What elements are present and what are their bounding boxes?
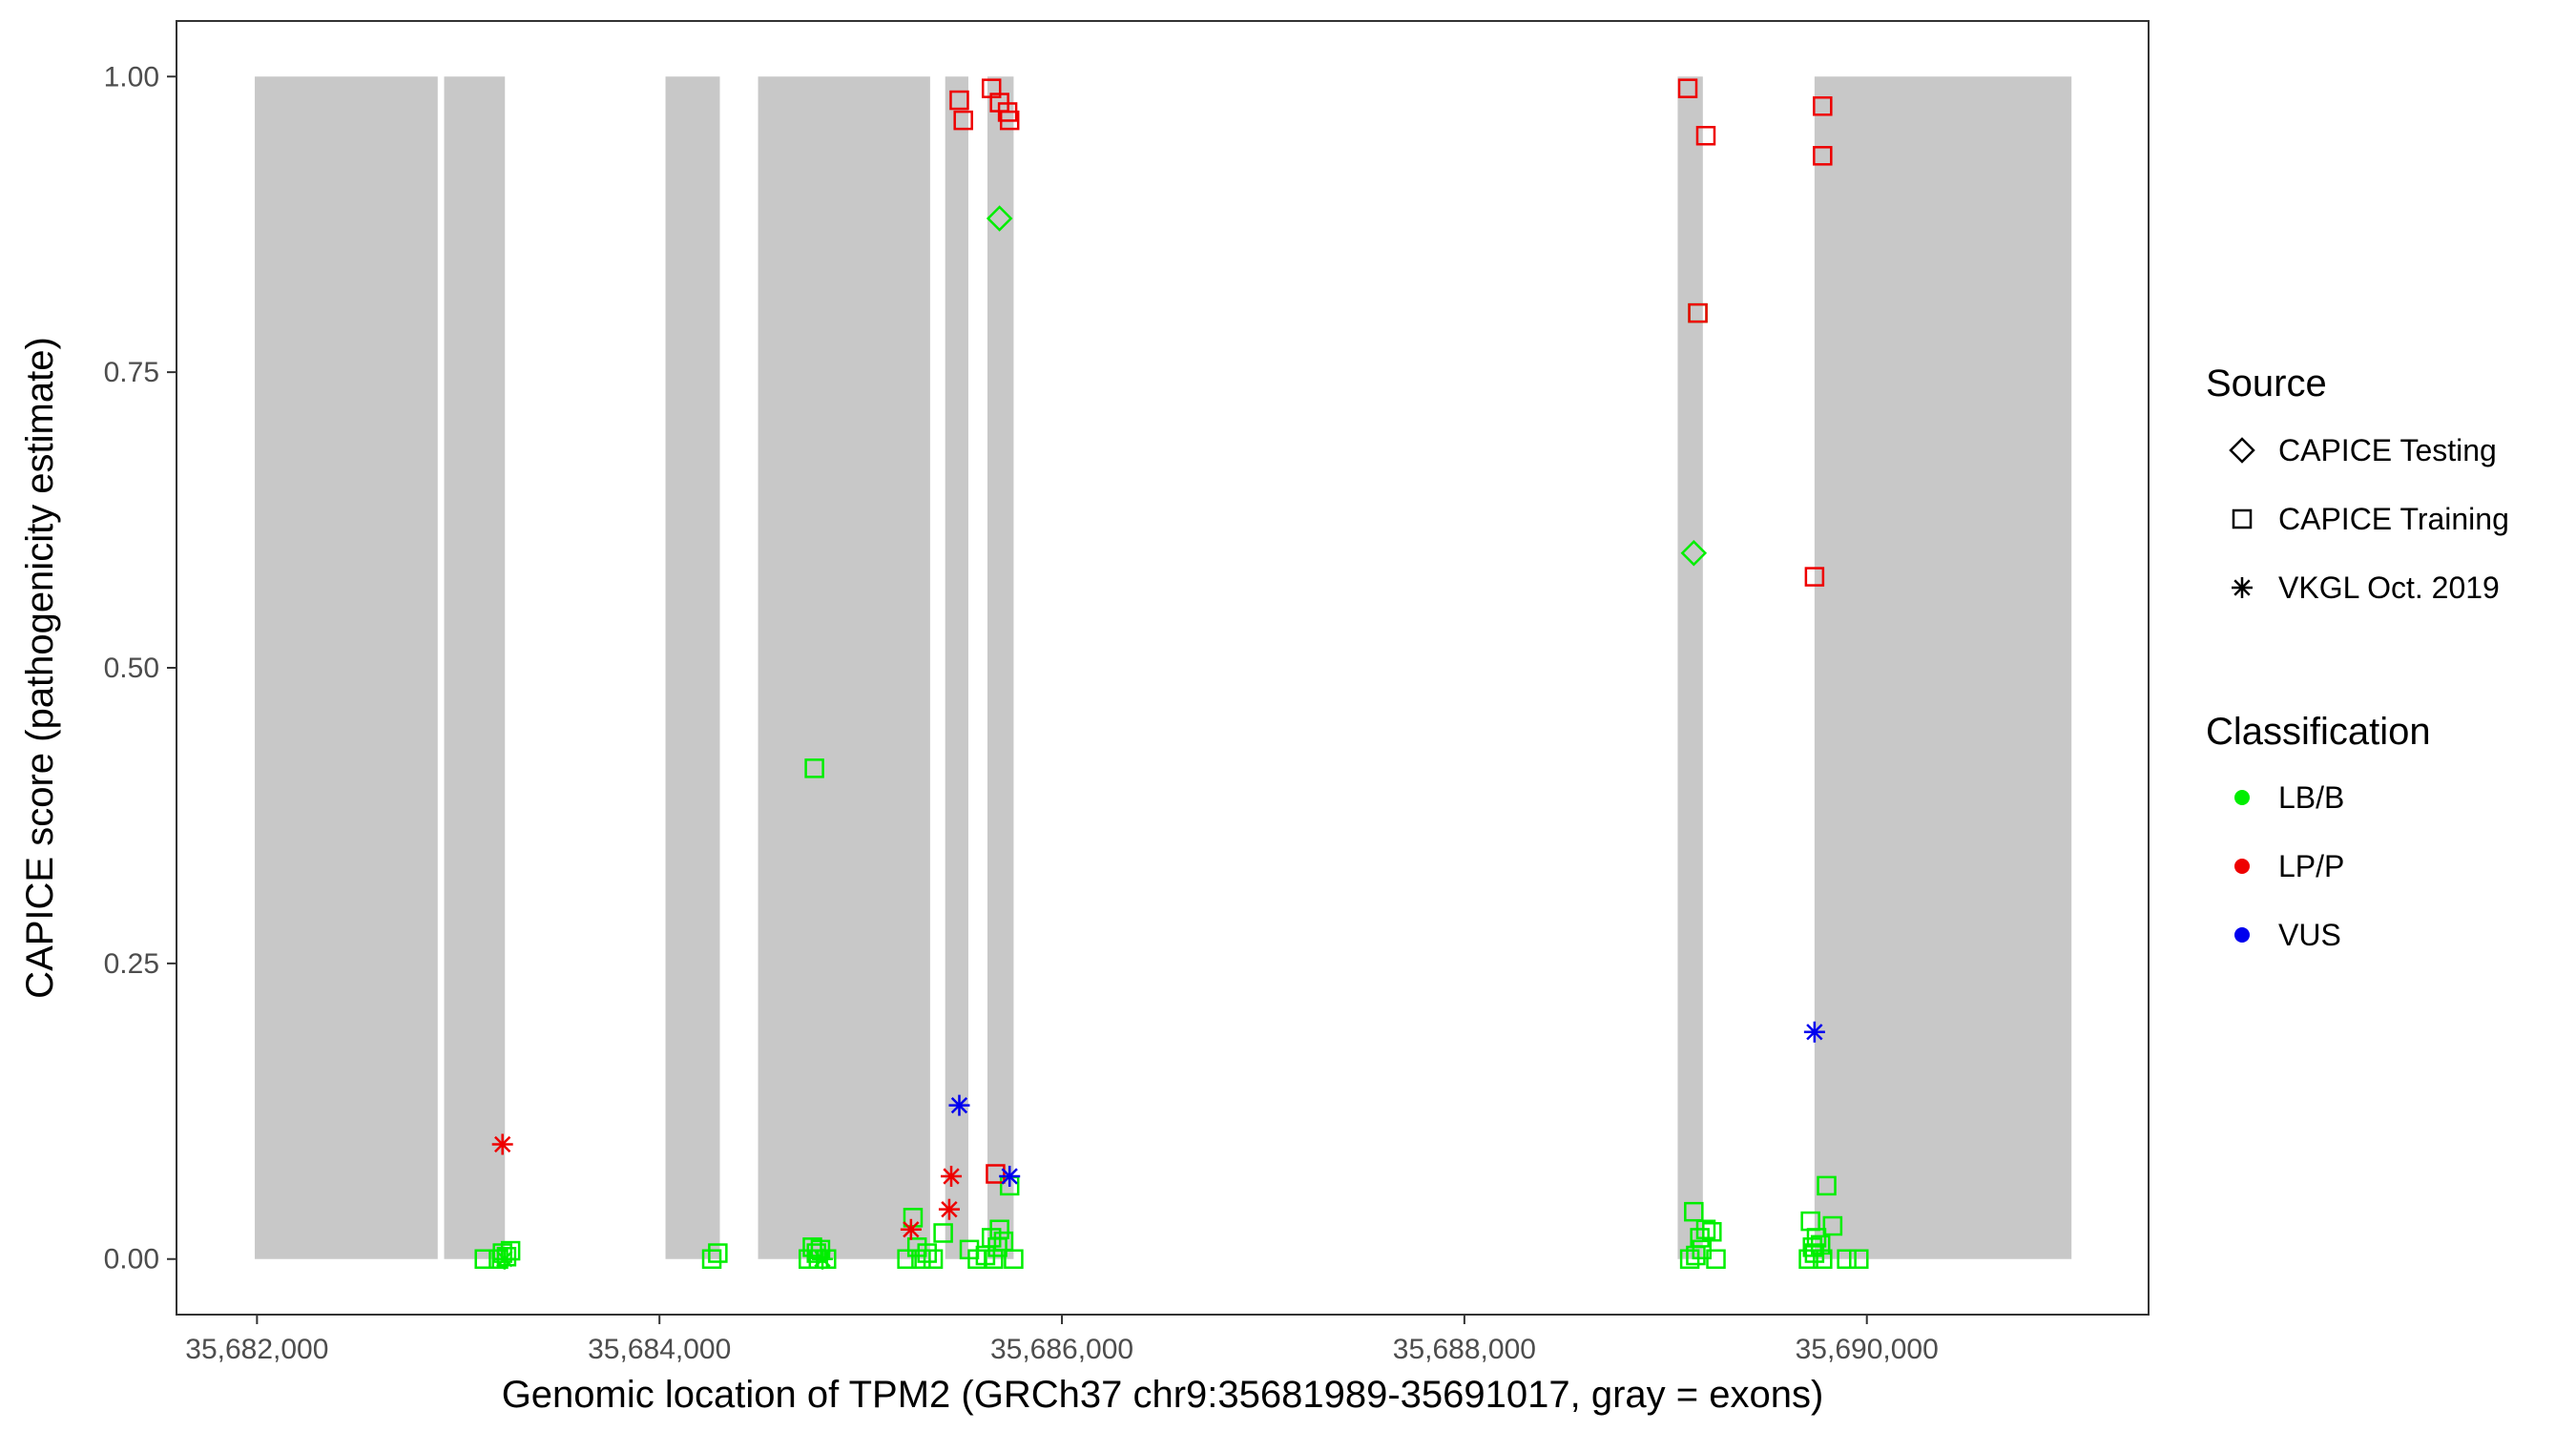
- legend-key-square: [2232, 508, 2253, 529]
- data-point-lb-b-square: [1684, 1201, 1704, 1222]
- data-point-lb-b-square: [1810, 1234, 1831, 1255]
- legend-label-classification: VUS: [2278, 918, 2341, 952]
- data-point-lb-b-square: [701, 1249, 722, 1269]
- data-point-lp-p-asterisk: [941, 1165, 963, 1187]
- data-point-lp-p-square: [953, 110, 973, 131]
- data-point-vus-asterisk: [948, 1094, 970, 1116]
- legend-source-title: Source: [2206, 363, 2327, 404]
- data-points: [474, 78, 1869, 1270]
- data-point-lb-b-square: [1004, 1249, 1024, 1269]
- exon-bands: [255, 76, 2072, 1259]
- y-tick-label: 0.00: [104, 1244, 159, 1275]
- data-point-lp-p-square: [949, 90, 969, 111]
- data-point-lb-b-square: [496, 1247, 517, 1267]
- data-point-lp-p-asterisk: [938, 1198, 960, 1220]
- exon-band-2: [444, 76, 506, 1259]
- exon-band-5: [945, 76, 968, 1259]
- y-tick-label: 0.25: [104, 948, 159, 980]
- data-point-lb-b-square: [1702, 1221, 1722, 1242]
- exon-band-6: [987, 76, 1014, 1259]
- data-point-lb-b-diamond: [986, 205, 1013, 232]
- x-tick-label: 35,690,000: [1796, 1334, 1939, 1365]
- legend-label-source: CAPICE Training: [2278, 502, 2509, 536]
- data-point-lb-b-square: [897, 1249, 917, 1269]
- data-point-lp-p-square: [999, 110, 1020, 131]
- exon-band-4: [758, 76, 930, 1259]
- data-point-vus-asterisk: [1803, 1021, 1825, 1043]
- x-tick-label: 35,684,000: [588, 1334, 731, 1365]
- data-point-lb-b-asterisk: [493, 1248, 515, 1270]
- y-tick-label: 0.75: [104, 357, 159, 388]
- x-tick-label: 35,686,000: [990, 1334, 1133, 1365]
- y-axis: 0.00 0.25 0.50 0.75 1.00: [104, 61, 177, 1275]
- legend-label-classification: LP/P: [2278, 849, 2344, 883]
- x-axis-title: Genomic location of TPM2 (GRCh37 chr9:35…: [502, 1374, 1824, 1416]
- legend-key-color: [2234, 790, 2250, 805]
- data-point-lb-b-square: [1798, 1249, 1818, 1269]
- data-point-lb-b-square: [993, 1231, 1014, 1252]
- data-point-lb-b-square: [817, 1249, 837, 1269]
- data-point-lb-b-asterisk: [812, 1248, 834, 1270]
- data-point-lb-b-square: [806, 1243, 826, 1263]
- legend-key-diamond: [2229, 437, 2255, 464]
- data-point-lp-p-square: [1695, 125, 1716, 146]
- data-point-lp-p-square: [1804, 567, 1825, 587]
- exon-band-1: [255, 76, 438, 1259]
- legend-source-items: CAPICE Testing CAPICE Training VKGL Oct. 2…: [2229, 433, 2509, 605]
- legend-key-color: [2234, 927, 2250, 943]
- exon-band-8: [1814, 76, 2072, 1259]
- legend-classification-items: LB/B LP/P VUS: [2234, 780, 2344, 952]
- data-point-lb-b-square: [1692, 1239, 1713, 1260]
- data-point-lb-b-diamond: [1680, 540, 1708, 567]
- data-point-lb-b-square: [906, 1237, 927, 1257]
- data-point-lb-b-square: [923, 1249, 944, 1269]
- legend-label-source: CAPICE Testing: [2278, 433, 2497, 467]
- data-point-lb-b-square: [911, 1249, 931, 1269]
- data-point-lp-p-square: [1677, 78, 1698, 98]
- data-point-lb-b-square: [1837, 1249, 1857, 1269]
- data-point-lp-p-square: [986, 1164, 1006, 1184]
- data-point-lb-b-square: [1806, 1228, 1827, 1248]
- legend: Source CAPICE Testing CAPICE Training VKGL…: [2206, 363, 2509, 952]
- x-tick-label: 35,682,000: [185, 1334, 328, 1365]
- data-point-lb-b-square: [984, 1249, 1004, 1269]
- x-tick-label: 35,688,000: [1393, 1334, 1536, 1365]
- data-point-lb-b-square: [917, 1243, 937, 1263]
- data-point-lb-b-square: [933, 1223, 953, 1243]
- data-point-lb-b-square: [1849, 1249, 1869, 1269]
- legend-label-classification: LB/B: [2278, 780, 2344, 815]
- data-point-lb-b-square: [1822, 1215, 1843, 1236]
- exon-band-3: [665, 76, 720, 1259]
- x-axis: 35,682,000 35,684,000 35,686,000 35,688,000…: [185, 1315, 1939, 1365]
- data-point-lb-b-square: [1695, 1219, 1716, 1240]
- data-point-lp-p-square: [1688, 302, 1708, 323]
- data-point-lp-p-asterisk: [900, 1218, 922, 1240]
- data-point-lp-p-square: [1813, 95, 1833, 116]
- legend-classification-title: Classification: [2206, 711, 2431, 753]
- data-point-lb-b-square: [1813, 1249, 1833, 1269]
- data-point-lb-b-square: [1817, 1175, 1837, 1196]
- data-point-vus-asterisk: [999, 1165, 1021, 1187]
- data-point-lp-p-square: [1813, 146, 1833, 166]
- data-point-lp-p-asterisk: [491, 1133, 513, 1155]
- legend-label-source: VKGL Oct. 2019: [2278, 570, 2500, 605]
- exon-band-7: [1677, 76, 1703, 1259]
- legend-key-asterisk: [2232, 577, 2253, 598]
- data-point-lb-b-square: [708, 1243, 728, 1263]
- legend-key-color: [2234, 859, 2250, 874]
- y-tick-label: 0.50: [104, 653, 159, 684]
- y-tick-label: 1.00: [104, 61, 159, 93]
- y-axis-title: CAPICE score (pathogenicity estimate): [19, 337, 61, 999]
- data-point-lb-b-square: [989, 1219, 1009, 1240]
- data-point-lb-b-square: [804, 758, 824, 778]
